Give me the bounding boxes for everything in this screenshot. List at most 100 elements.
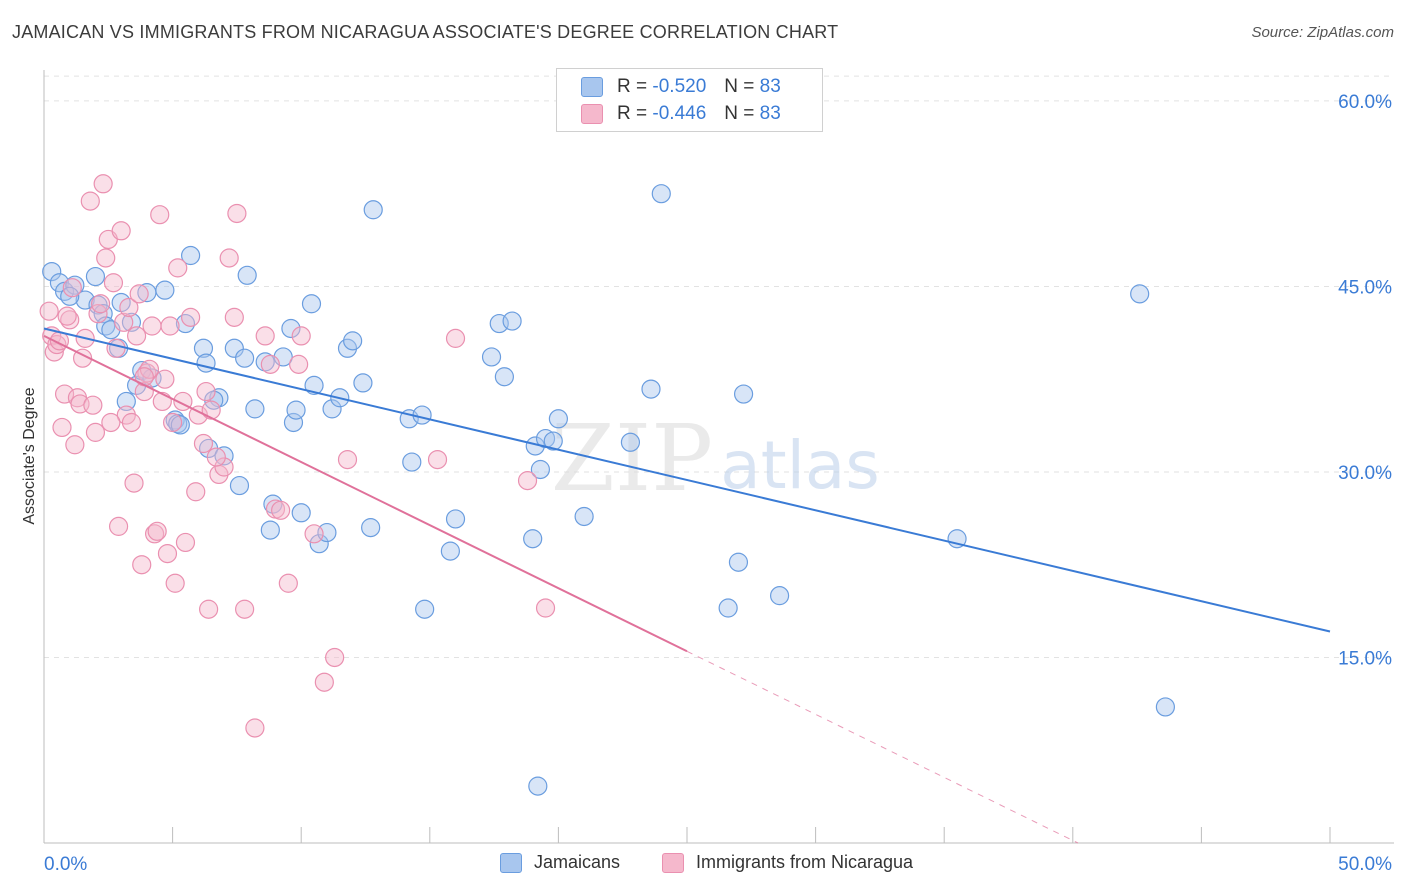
jamaican-point: [281, 318, 301, 339]
nicaragua-point: [119, 297, 139, 318]
legend-row-jamaicans: R = -0.520 N = 83: [581, 75, 781, 99]
jamaican-point: [445, 509, 466, 529]
legend-swatch-pink: [662, 852, 684, 873]
nicaragua-point: [90, 294, 111, 314]
legend-swatch-blue: [500, 852, 522, 873]
nicaragua-point: [278, 573, 298, 593]
jamaican-point: [548, 409, 569, 429]
jamaican-point: [343, 331, 363, 351]
jamaican-point: [502, 311, 522, 331]
x-tick-label: 50.0%: [1338, 854, 1392, 875]
y-tick-label: 45.0%: [1338, 277, 1392, 298]
jamaican-point: [494, 367, 514, 387]
nicaragua-point: [196, 381, 216, 402]
nicaragua-point: [201, 400, 221, 420]
legend-series-label: Immigrants from Nicaragua: [696, 852, 914, 872]
jamaican-point: [229, 475, 250, 496]
nicaragua-point: [517, 471, 538, 491]
nicaragua-point: [157, 543, 178, 564]
jamaican-point: [1130, 284, 1150, 304]
jamaican-point: [528, 776, 548, 796]
y-tick-label: 30.0%: [1338, 463, 1392, 484]
jamaican-point: [415, 599, 435, 619]
nicaragua-point: [163, 412, 183, 433]
jamaican-point: [155, 280, 175, 300]
nicaragua-point: [83, 395, 103, 415]
nicaragua-point: [535, 598, 556, 618]
nicaragua-point: [245, 718, 265, 738]
jamaican-point: [363, 200, 383, 220]
nicaragua-point: [314, 672, 334, 692]
correlation-legend: R = -0.520 N = 83 R = -0.446 N = 83: [556, 68, 823, 132]
legend-r-label: R =: [617, 103, 648, 124]
watermark-atlas: atlas: [720, 427, 880, 504]
legend-series-label: Jamaicans: [534, 852, 621, 872]
nicaragua-point: [44, 342, 64, 362]
nicaragua-point: [54, 384, 75, 404]
nicaragua-point: [175, 532, 196, 553]
jamaican-point: [769, 586, 790, 606]
nicaragua-point: [199, 599, 219, 619]
jamaican-point: [641, 379, 661, 399]
nicaragua-point: [106, 338, 126, 358]
nicaragua-point: [168, 258, 188, 278]
nicaragua-point: [291, 326, 311, 346]
jamaican-point: [260, 520, 280, 540]
jamaican-point: [286, 400, 306, 420]
axes: [43, 70, 1394, 844]
jamaican-point: [523, 529, 543, 549]
jamaican-point: [353, 373, 373, 393]
nicaragua-point: [155, 369, 175, 389]
nicaragua-point: [93, 174, 113, 194]
jamaican-point: [85, 266, 106, 287]
nicaragua-point: [124, 473, 144, 493]
jamaican-point: [728, 552, 749, 572]
jamaican-point: [237, 265, 257, 285]
nicaragua-point: [289, 354, 309, 374]
nicaragua-point: [427, 449, 448, 470]
legend-n-label: N =: [724, 103, 755, 124]
nicaragua-point: [114, 312, 134, 332]
nicaragua-point: [39, 301, 59, 321]
nicaragua-point: [214, 457, 234, 477]
nicaragua-point: [52, 417, 72, 438]
watermark-zip: ZIP: [551, 405, 713, 512]
jamaican-point: [322, 399, 342, 419]
jamaican-point: [255, 352, 275, 372]
legend-swatch-blue: [581, 77, 603, 97]
jamaican-point: [440, 541, 460, 561]
trend-line-jamaicans: [43, 327, 1331, 633]
jamaican-point: [291, 503, 311, 523]
watermark: ZIP atlas: [551, 405, 880, 512]
legend-row-nicaragua: R = -0.446 N = 83: [581, 102, 781, 126]
nicaragua-point: [160, 316, 180, 336]
nicaragua-point: [108, 516, 129, 536]
nicaragua-point: [111, 221, 131, 241]
jamaican-point: [718, 598, 738, 618]
jamaican-point: [235, 348, 255, 368]
nicaragua-point: [142, 316, 162, 336]
nicaragua-point: [227, 203, 247, 224]
jamaican-point: [1155, 697, 1175, 717]
nicaragua-point: [206, 447, 226, 467]
nicaragua-point: [165, 573, 185, 593]
trend-line-nicaragua-extension: [686, 650, 1079, 844]
nicaragua-point: [224, 307, 244, 327]
jamaican-point: [42, 261, 62, 282]
jamaican-point: [543, 431, 563, 451]
nicaragua-point: [193, 433, 214, 454]
jamaican-point: [301, 294, 322, 314]
nicaragua-point: [121, 412, 142, 433]
nicaragua-point: [101, 412, 121, 433]
jamaican-point: [181, 245, 201, 266]
bottom-legend-nicaragua: Immigrants from Nicaragua: [662, 852, 913, 873]
jamaican-point: [214, 446, 234, 466]
nicaragua-point: [445, 328, 466, 348]
jamaican-point: [75, 290, 95, 310]
nicaragua-point: [80, 191, 100, 211]
nicaragua-point: [65, 435, 85, 455]
legend-n-value: 83: [759, 76, 781, 97]
jamaican-point: [263, 494, 283, 514]
trend-line-nicaragua: [43, 335, 688, 653]
nicaragua-point: [152, 391, 172, 412]
